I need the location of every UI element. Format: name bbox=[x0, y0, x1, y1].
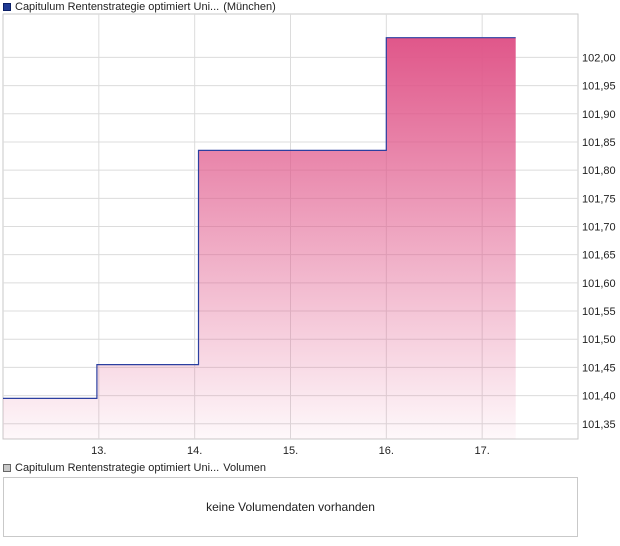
y-tick-label: 101,85 bbox=[582, 137, 616, 149]
price-legend-name: Capitulum Rentenstrategie optimiert Uni.… bbox=[15, 1, 220, 13]
price-legend: Capitulum Rentenstrategie optimiert Uni.… bbox=[3, 0, 276, 14]
y-tick-label: 101,35 bbox=[582, 419, 616, 431]
x-tick-label: 16. bbox=[379, 445, 394, 457]
y-tick-label: 101,55 bbox=[582, 306, 616, 318]
y-tick-label: 101,70 bbox=[582, 222, 616, 234]
y-tick-label: 101,90 bbox=[582, 109, 616, 121]
volume-legend-label: Volumen bbox=[223, 462, 267, 474]
price-line bbox=[3, 37, 516, 399]
price-legend-market: (München) bbox=[223, 1, 276, 13]
y-tick-label: 101,75 bbox=[582, 193, 616, 205]
y-tick-label: 101,50 bbox=[582, 334, 616, 346]
y-tick-label: 101,80 bbox=[582, 165, 616, 177]
x-axis-ticks: 13. 14. 15. 16. 17. bbox=[91, 445, 490, 457]
x-tick-label: 17. bbox=[475, 445, 490, 457]
volume-panel: keine Volumendaten vorhanden bbox=[3, 477, 578, 537]
y-tick-label: 102,00 bbox=[582, 52, 616, 64]
y-axis-ticks: 101,35 101,40 101,45 101,50 101,55 101,60 101,… bbox=[582, 52, 616, 430]
y-tick-label: 101,45 bbox=[582, 362, 616, 374]
y-tick-label: 101,40 bbox=[582, 391, 616, 403]
price-area bbox=[3, 37, 516, 439]
volume-legend-name: Capitulum Rentenstrategie optimiert Uni.… bbox=[15, 462, 220, 474]
price-legend-swatch bbox=[3, 3, 11, 11]
volume-legend-swatch bbox=[3, 464, 11, 472]
price-chart: 101,35 101,40 101,45 101,50 101,55 101,60 101,… bbox=[2, 13, 616, 457]
y-tick-label: 101,65 bbox=[582, 250, 616, 262]
x-tick-label: 15. bbox=[283, 445, 298, 457]
y-tick-label: 101,95 bbox=[582, 81, 616, 93]
x-tick-label: 13. bbox=[91, 445, 106, 457]
y-tick-label: 101,60 bbox=[582, 278, 616, 290]
volume-legend: Capitulum Rentenstrategie optimiert Uni.… bbox=[3, 461, 266, 475]
volume-empty-message: keine Volumendaten vorhanden bbox=[206, 500, 375, 514]
x-tick-label: 14. bbox=[187, 445, 202, 457]
